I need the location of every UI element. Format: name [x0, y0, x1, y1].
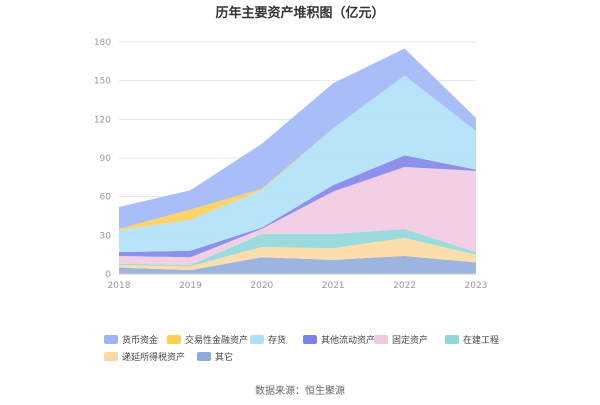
legend-label: 在建工程 [463, 334, 499, 346]
legend-label: 存货 [268, 334, 286, 346]
legend-item[interactable]: 固定资产 [374, 334, 428, 346]
data-source-note: 数据来源：恒生聚源 [255, 384, 345, 397]
area-series [119, 237, 476, 271]
legend-item[interactable]: 递延所得税资产 [104, 351, 185, 363]
y-tick-label: 120 [94, 115, 111, 125]
x-tick-label: 2022 [393, 281, 416, 291]
legend-item[interactable]: 货币资金 [104, 334, 158, 346]
legend-label: 其他流动资产 [321, 334, 375, 346]
area-series [119, 255, 476, 274]
y-tick-label: 30 [100, 231, 112, 241]
legend-item[interactable]: 在建工程 [445, 334, 499, 346]
x-tick-label: 2020 [250, 281, 273, 291]
legend-swatch [197, 352, 211, 361]
legend-item[interactable]: 其它 [197, 351, 233, 363]
plot-area [119, 48, 476, 274]
legend-label: 货币资金 [122, 334, 158, 346]
y-tick-label: 180 [94, 38, 111, 48]
y-tick-label: 90 [100, 154, 112, 164]
legend-swatch [250, 335, 264, 344]
legend-swatch [303, 335, 317, 344]
legend-swatch [167, 335, 181, 344]
legend-item[interactable]: 其他流动资产 [303, 334, 375, 346]
x-tick-label: 2019 [179, 281, 202, 291]
area-series [119, 167, 476, 265]
axes: 0 30 60 90 120 150 180 2018 2019 2020 2021 2022 2023 [94, 38, 488, 291]
x-tick-label: 2021 [322, 281, 345, 291]
area-series [119, 75, 476, 253]
legend-swatch [104, 352, 118, 361]
legend-label: 交易性金融资产 [185, 334, 248, 346]
area-series [119, 228, 476, 267]
legend-label: 递延所得税资产 [122, 351, 185, 363]
legend-swatch [374, 335, 388, 344]
legend-item[interactable]: 存货 [250, 334, 286, 346]
legend-item[interactable]: 交易性金融资产 [167, 334, 248, 346]
x-tick-label: 2018 [108, 281, 131, 291]
y-tick-label: 60 [100, 193, 112, 203]
area-series [119, 155, 476, 258]
chart-title: 历年主要资产堆积图（亿元） [215, 5, 384, 21]
y-tick-label: 150 [94, 77, 111, 87]
y-tick-label: 0 [105, 270, 111, 280]
x-tick-label: 2023 [465, 281, 488, 291]
legend-swatch [104, 335, 118, 344]
legend-label: 其它 [215, 351, 233, 363]
legend-swatch [445, 335, 459, 344]
legend-label: 固定资产 [392, 334, 428, 346]
area-series [119, 48, 476, 229]
